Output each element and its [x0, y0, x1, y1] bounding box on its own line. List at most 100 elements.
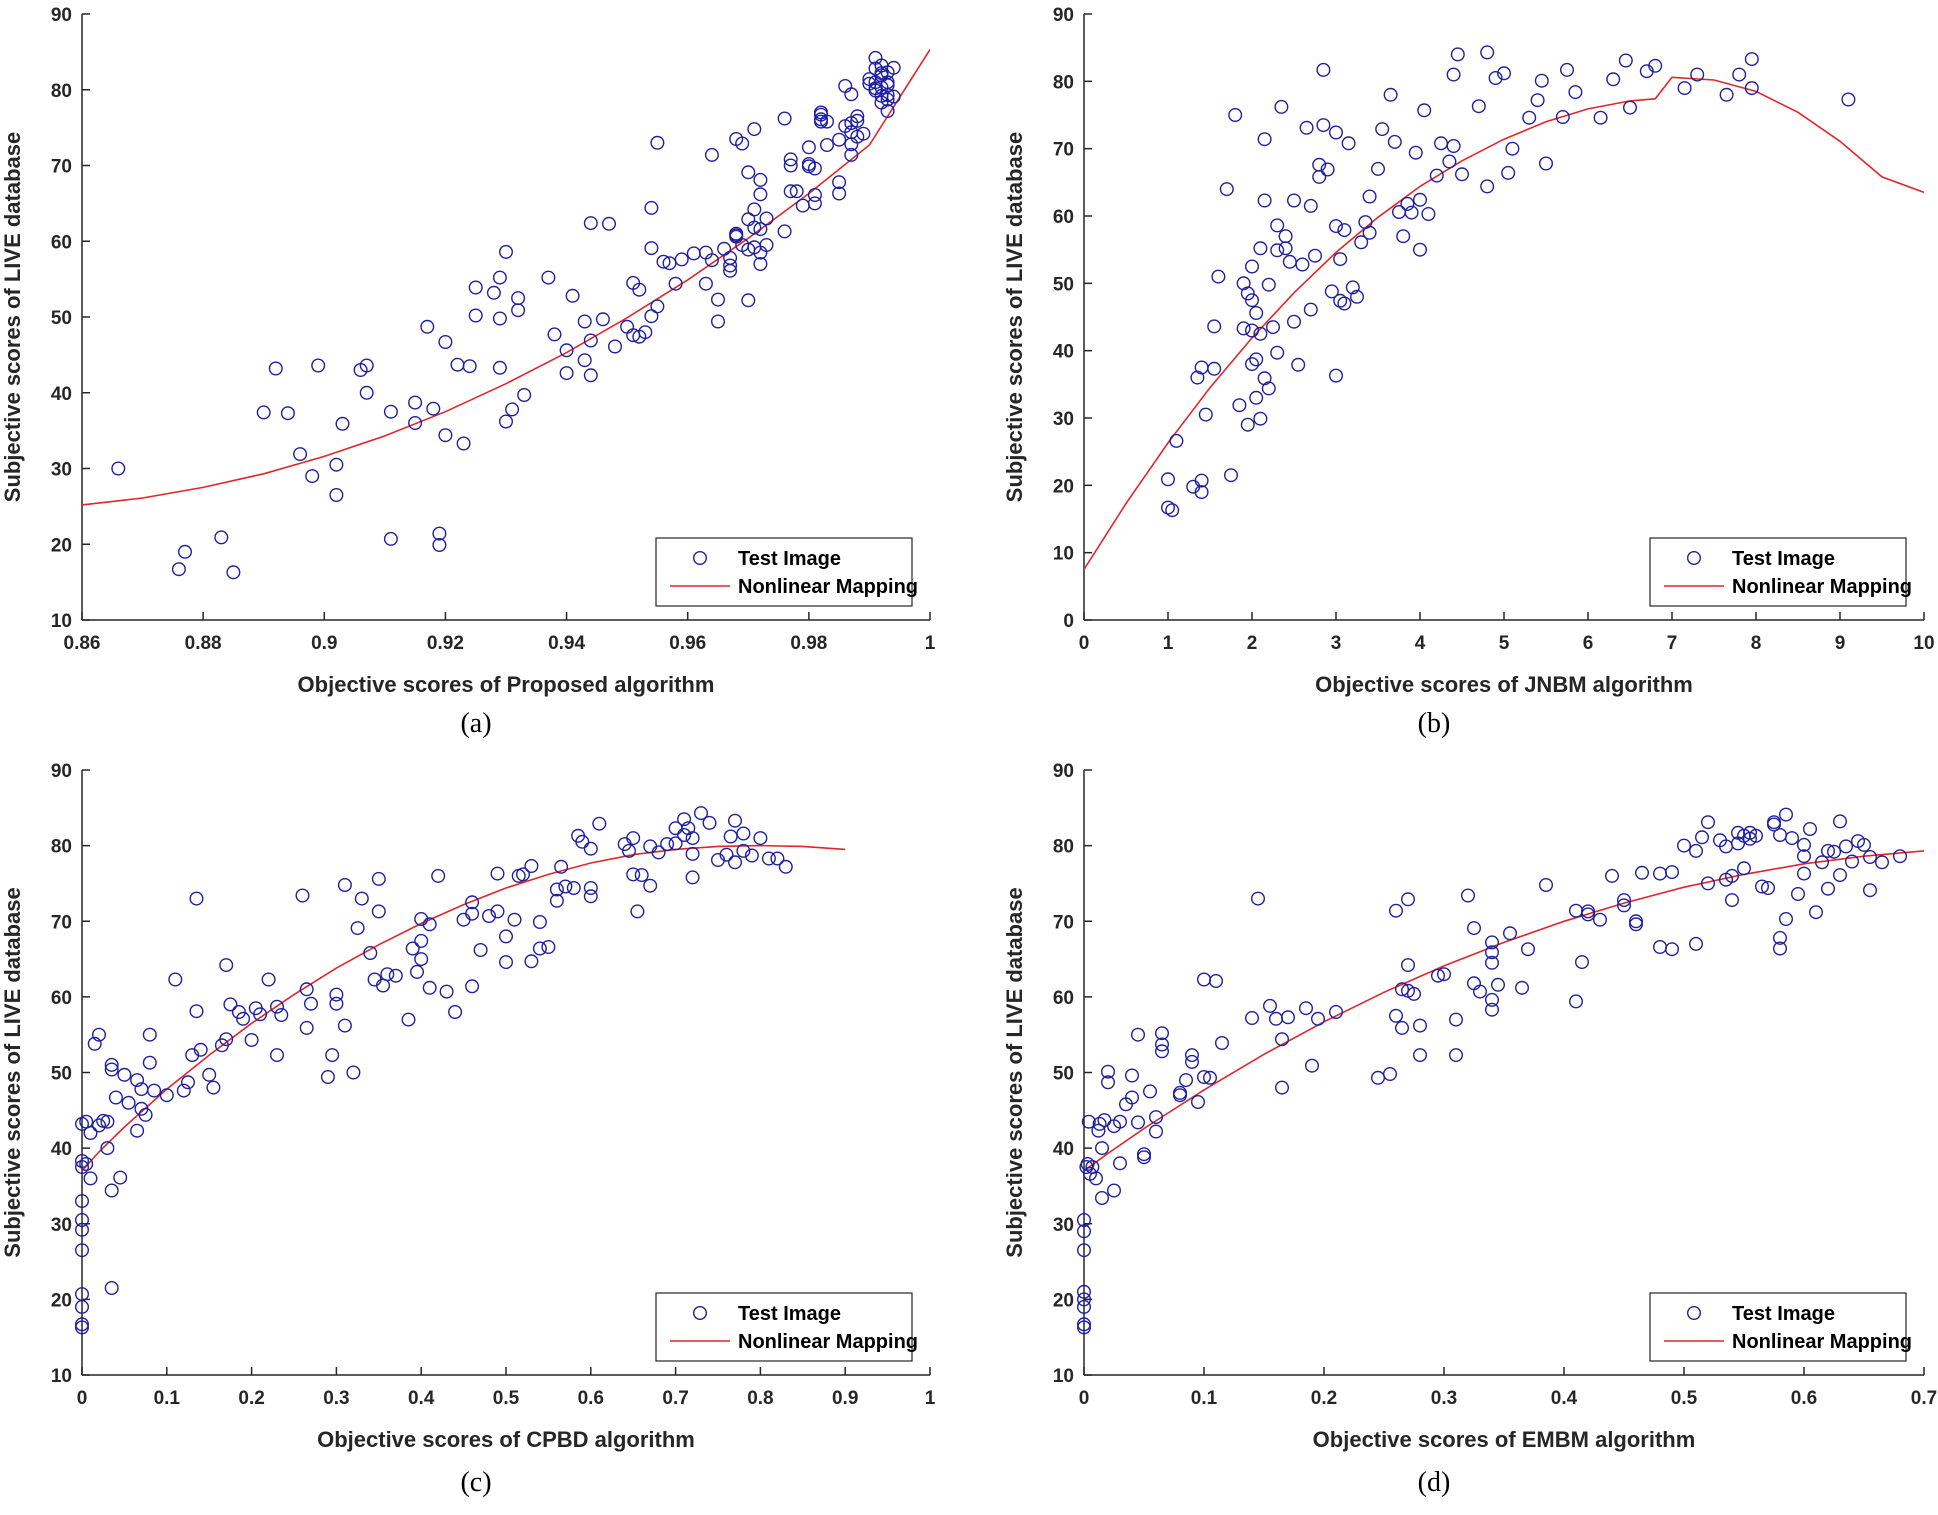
data-point [1257, 132, 1272, 147]
data-point [1198, 407, 1213, 422]
data-point [320, 1070, 335, 1085]
data-point [651, 845, 666, 860]
data-point [807, 196, 822, 211]
data-point [380, 967, 395, 982]
data-point [753, 831, 768, 846]
data-point [1606, 72, 1621, 87]
data-point [1311, 1011, 1326, 1026]
panel-caption: (b) [1418, 708, 1451, 739]
data-point [117, 1067, 132, 1082]
data-point [91, 1118, 106, 1133]
data-point [1437, 967, 1452, 982]
data-point [1497, 66, 1512, 81]
legend-label-test-image: Test Image [738, 548, 841, 570]
data-point [1249, 390, 1264, 405]
data-point [1148, 1124, 1163, 1139]
data-point [1245, 293, 1260, 308]
data-point [87, 1036, 102, 1051]
data-point [886, 89, 901, 104]
x-tick-label: 0.9 [832, 1388, 858, 1409]
x-tick-label: 0.4 [408, 1388, 435, 1409]
data-point [499, 929, 514, 944]
data-point [1253, 326, 1268, 341]
data-point [778, 859, 793, 874]
data-point [583, 216, 598, 231]
data-point [74, 1213, 89, 1228]
y-axis-label: Subjective scores of LIVE database [0, 132, 25, 502]
data-point [1392, 204, 1407, 219]
data-point [511, 303, 526, 318]
data-point [367, 972, 382, 987]
data-point [1295, 257, 1310, 272]
data-point [499, 244, 514, 259]
data-point [1701, 876, 1716, 891]
data-point [1431, 968, 1446, 983]
data-point [1485, 955, 1500, 970]
data-point [807, 161, 822, 176]
x-tick-label: 0.86 [64, 633, 101, 654]
data-point [753, 257, 768, 272]
data-point [1539, 877, 1554, 892]
data-point [1094, 1191, 1109, 1206]
data-point [1274, 99, 1289, 114]
y-tick-label: 30 [51, 1215, 72, 1236]
data-point [1450, 47, 1465, 62]
data-point [1333, 293, 1348, 308]
y-tick-label: 30 [1053, 1215, 1074, 1236]
data-point [1568, 85, 1583, 100]
data-point [577, 353, 592, 368]
y-tick-label: 70 [1053, 912, 1074, 933]
data-point [1236, 321, 1251, 336]
data-point [1467, 921, 1482, 936]
data-point [1389, 1008, 1404, 1023]
data-point [1076, 1320, 1091, 1335]
data-point [1400, 196, 1415, 211]
data-point [719, 847, 734, 862]
data-point [359, 358, 374, 373]
data-point [1863, 883, 1878, 898]
data-point [1088, 1171, 1103, 1186]
data-point [1480, 179, 1495, 194]
data-point [1653, 866, 1668, 881]
data-point [1076, 1243, 1091, 1258]
data-point [736, 843, 751, 858]
data-point [583, 889, 598, 904]
data-point [1857, 837, 1872, 852]
nonlinear-mapping-curve [82, 49, 930, 506]
data-point [711, 314, 726, 329]
legend-label-nonlinear-mapping: Nonlinear Mapping [1732, 576, 1912, 598]
data-point [632, 282, 647, 297]
panel-caption: (a) [460, 708, 491, 739]
data-point [1245, 259, 1260, 274]
data-point [1371, 161, 1386, 176]
data-point [1081, 1114, 1096, 1129]
x-tick-label: 0.1 [154, 1388, 181, 1409]
y-tick-label: 20 [1053, 1290, 1074, 1311]
data-point [747, 122, 762, 137]
data-point [100, 1141, 115, 1156]
data-point [1521, 942, 1536, 957]
data-point [1395, 982, 1410, 997]
data-point [268, 361, 283, 376]
legend-box [655, 537, 913, 607]
x-tick-label: 0.96 [669, 633, 706, 654]
data-point [1665, 942, 1680, 957]
data-point [223, 997, 238, 1012]
data-point [747, 202, 762, 217]
data-point [753, 187, 768, 202]
x-tick-label: 0.7 [662, 1388, 688, 1409]
data-point [694, 806, 709, 821]
data-point [1407, 986, 1422, 1001]
data-point [820, 114, 835, 129]
data-point [350, 921, 365, 936]
data-point [1797, 837, 1812, 852]
data-point [1076, 1224, 1091, 1239]
data-point [104, 1057, 119, 1072]
data-point [1485, 935, 1500, 950]
data-point [121, 1095, 136, 1110]
data-point [844, 87, 859, 102]
data-point [1312, 157, 1327, 172]
data-point [337, 877, 352, 892]
data-point [74, 1320, 89, 1335]
data-point [886, 60, 901, 75]
